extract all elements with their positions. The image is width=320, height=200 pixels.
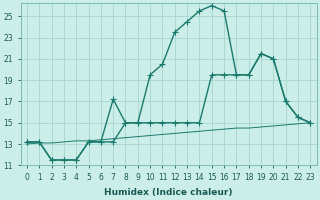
- X-axis label: Humidex (Indice chaleur): Humidex (Indice chaleur): [104, 188, 233, 197]
